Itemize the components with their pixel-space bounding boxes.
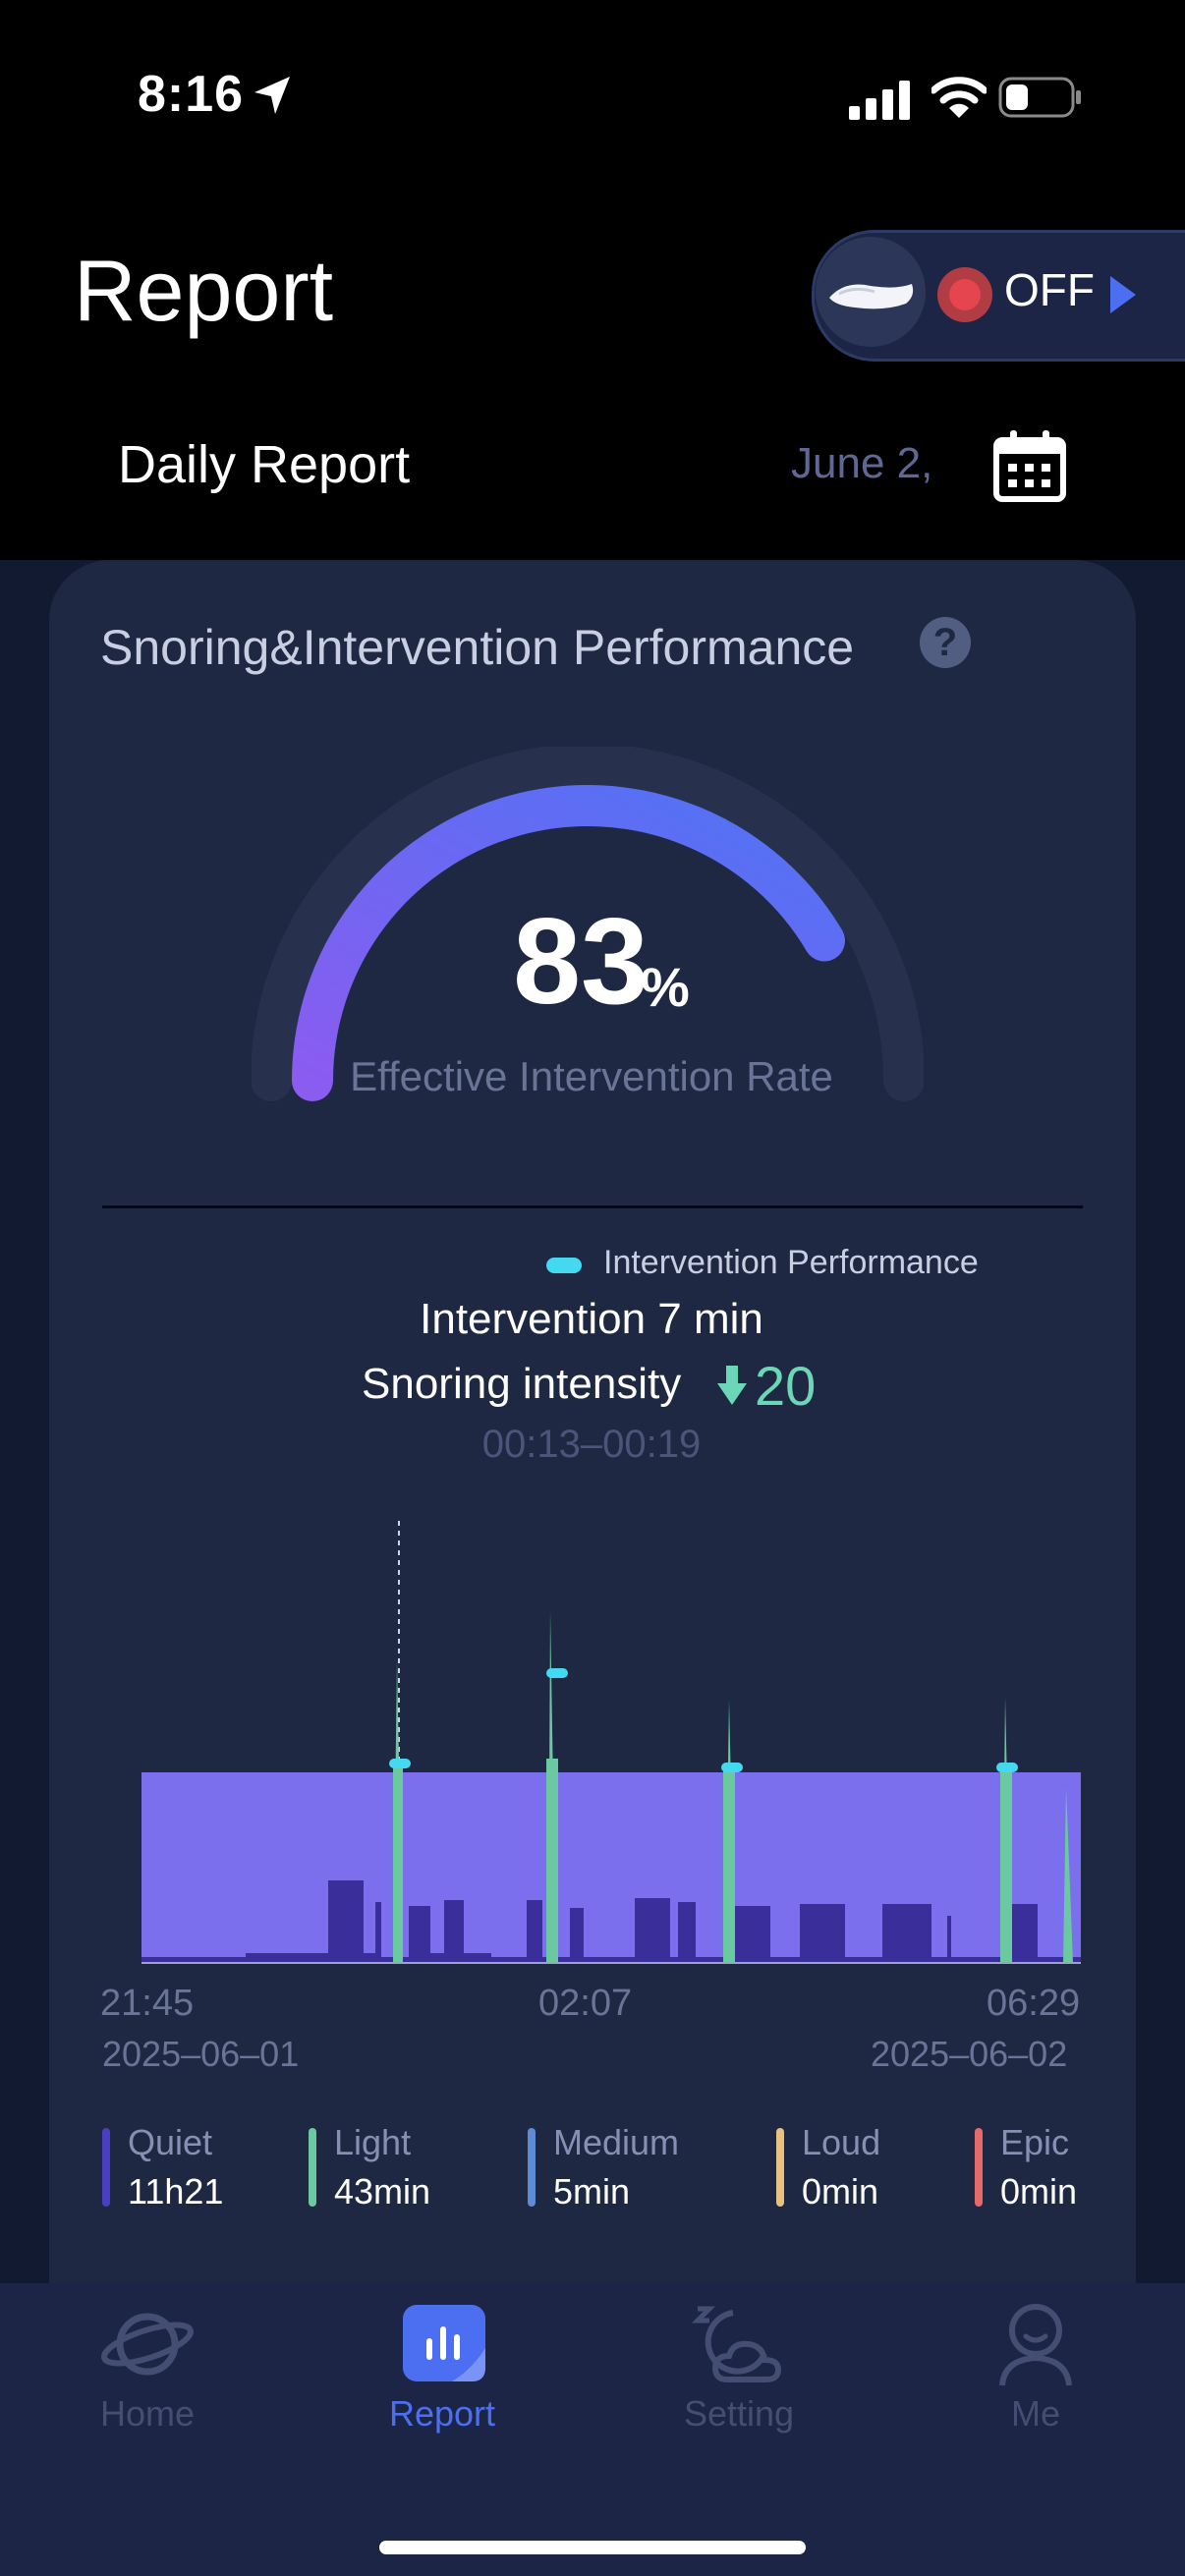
pillow-icon: [816, 237, 926, 347]
tooltip-intensity-value: 20: [755, 1355, 817, 1417]
stat-name: Epic: [1000, 2122, 1070, 2162]
stat-value: 11h21: [128, 2171, 224, 2212]
stat-color-bar: [528, 2128, 536, 2207]
x-axis-end-time: 06:29: [987, 1983, 1081, 2024]
record-dot: [949, 279, 981, 310]
intervention-bar: [723, 1764, 735, 1963]
intervention-bar: [393, 1759, 403, 1963]
page-title: Report: [74, 242, 334, 339]
x-axis-start-time: 21:45: [100, 1983, 195, 2024]
tooltip-intervention: Intervention 7 min: [420, 1295, 763, 1343]
stat-value: 0min: [1000, 2171, 1078, 2212]
play-icon: [1110, 276, 1136, 313]
rate-unit: %: [641, 956, 690, 1018]
intervention-marker: [996, 1763, 1018, 1772]
stat-value: 43min: [334, 2171, 431, 2212]
rate-label: Effective Intervention Rate: [350, 1053, 833, 1099]
x-axis-mid-time: 02:07: [538, 1983, 633, 2024]
tooltip-time-range: 00:13–00:19: [481, 1423, 702, 1466]
device-state-label: OFF: [1004, 264, 1095, 315]
help-icon[interactable]: ?: [920, 617, 971, 668]
battery-icon: [998, 77, 1081, 118]
status-time: 8:16: [138, 66, 245, 123]
tab-me-label: Me: [1010, 2393, 1060, 2434]
planet-icon: [101, 2313, 194, 2376]
intervention-marker: [546, 1668, 568, 1678]
tab-bar: [0, 2283, 1185, 2576]
intervention-rate-gauge: [252, 747, 924, 1101]
x-axis-start-date: 2025–06–01: [102, 2034, 300, 2074]
bar-chart-icon: [403, 2305, 485, 2381]
stat-name: Loud: [802, 2122, 881, 2162]
intervention-area: [141, 1772, 1081, 1963]
intervention-spike: [1063, 1788, 1073, 1963]
intervention-bar: [1000, 1764, 1012, 1963]
stat-value: 5min: [553, 2171, 631, 2212]
stat-value: 0min: [802, 2171, 879, 2212]
tooltip-intensity-label: Snoring intensity: [362, 1360, 682, 1408]
snoring-timeline-chart[interactable]: [98, 1513, 1087, 1985]
wifi-icon: [931, 77, 987, 118]
performance-card: [49, 560, 1136, 2427]
location-arrow-icon: [254, 77, 290, 114]
rate-value: 83: [513, 894, 649, 1030]
gauge-fill: [292, 785, 845, 1101]
calendar-icon[interactable]: [990, 426, 1069, 505]
divider: [102, 1205, 1083, 1208]
intervention-marker: [389, 1759, 411, 1768]
home-indicator[interactable]: [379, 2541, 806, 2554]
report-type-label: Daily Report: [118, 435, 411, 494]
card-title: Snoring&Intervention Performance: [100, 620, 855, 675]
tab-report-label: Report: [388, 2393, 496, 2434]
gauge-track: [252, 747, 924, 1101]
intervention-marker: [721, 1763, 743, 1772]
x-axis-end-date: 2025–06–02: [871, 2034, 1068, 2074]
tab-home-label: Home: [99, 2393, 196, 2434]
tab-setting-label: Setting: [683, 2393, 795, 2434]
legend-swatch: [546, 1258, 582, 1273]
quiet-snoring-area: [141, 1880, 1081, 1963]
person-icon: [999, 2304, 1072, 2386]
stat-color-bar: [309, 2128, 316, 2207]
stat-color-bar: [102, 2128, 110, 2207]
stat-name: Light: [334, 2122, 412, 2162]
intervention-bar: [546, 1759, 558, 1963]
arrow-down-icon: [717, 1366, 747, 1405]
stat-name: Quiet: [128, 2122, 213, 2162]
legend-label: Intervention Performance: [603, 1244, 979, 1281]
stat-name: Medium: [553, 2122, 680, 2162]
stat-color-bar: [776, 2128, 784, 2207]
cellular-signal-icon: [849, 81, 910, 120]
moon-cloud-icon: [691, 2306, 782, 2382]
stat-color-bar: [975, 2128, 983, 2207]
report-date[interactable]: June 2,: [791, 439, 933, 487]
